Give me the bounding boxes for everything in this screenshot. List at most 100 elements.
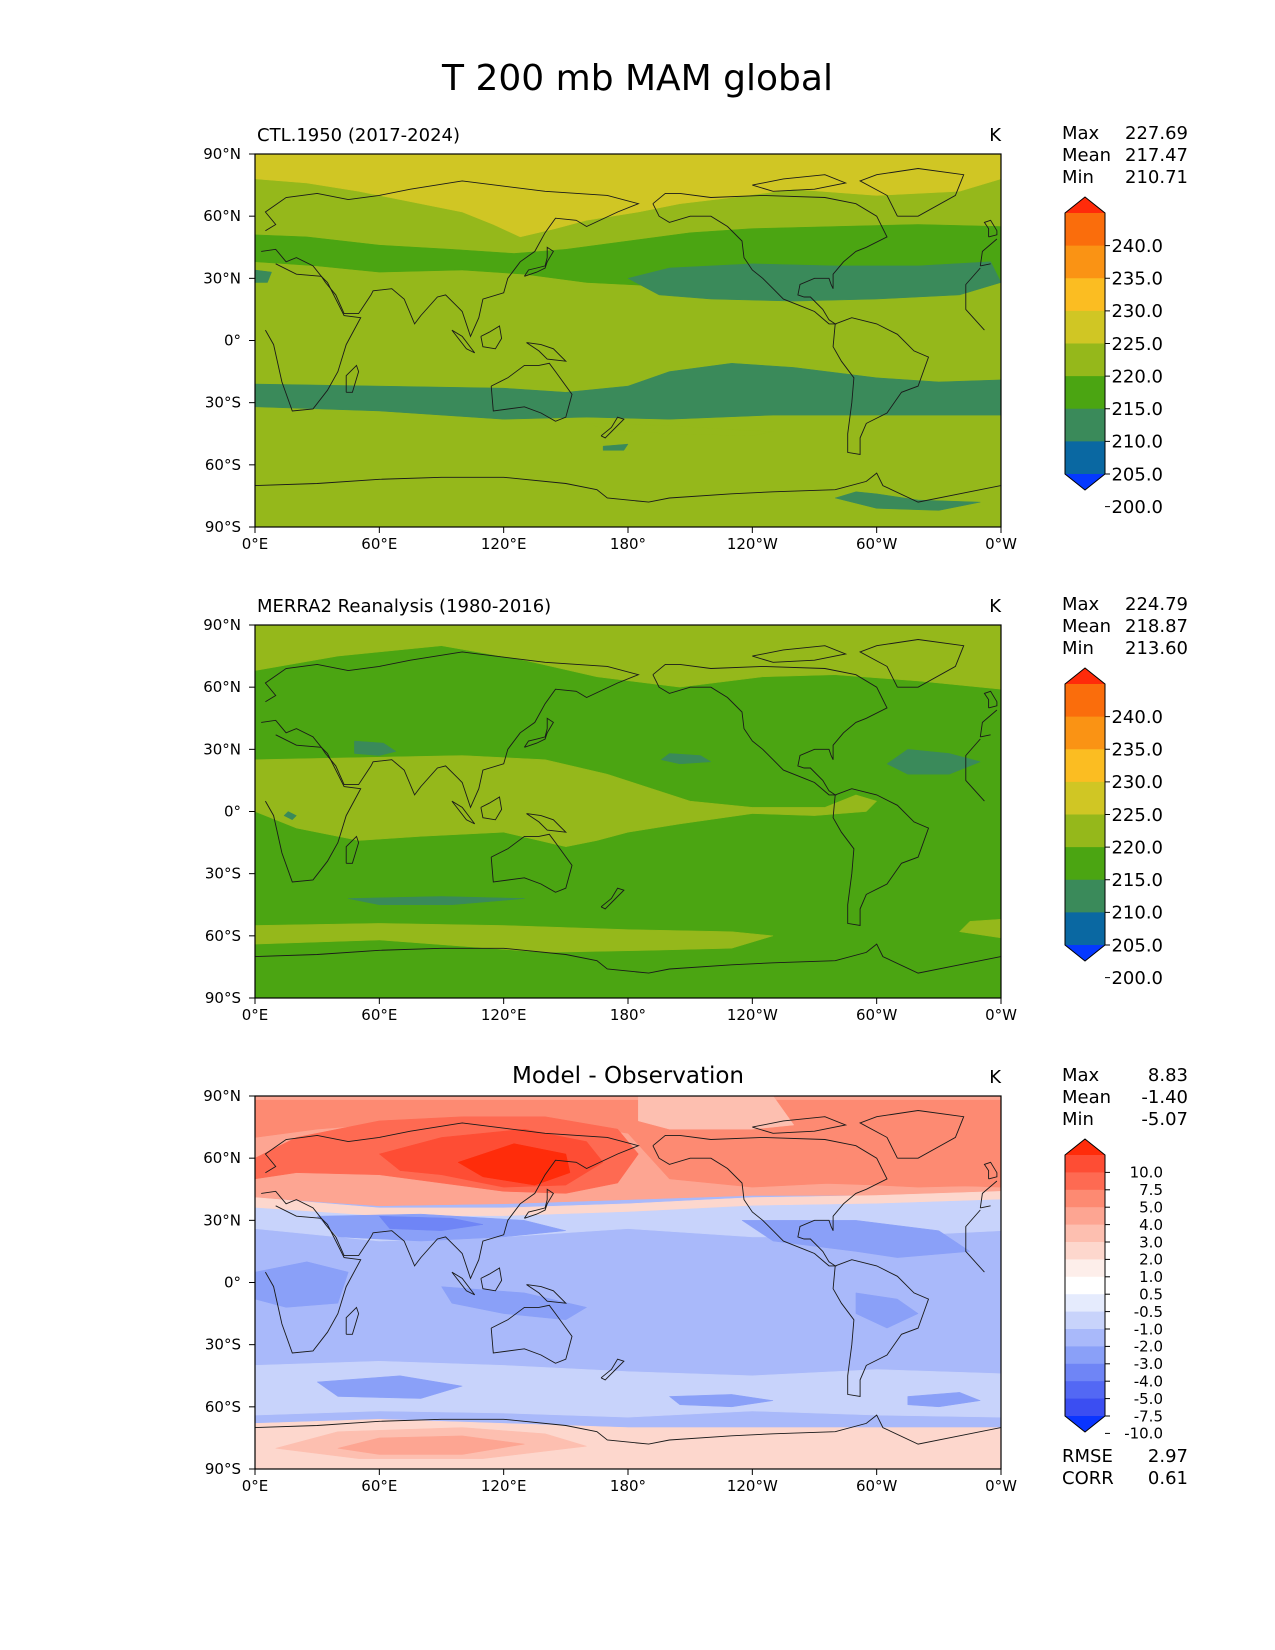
merra2-coastline-borneo	[480, 796, 503, 821]
cb-abs-band	[1065, 879, 1105, 913]
bias-y-tick-label: 0°	[224, 1274, 241, 1292]
ctl-y-tick-label: 0°	[224, 332, 241, 350]
merra2-coastline-antarctica	[255, 943, 1001, 974]
cb-diff-extend-max	[1065, 1139, 1105, 1155]
merra2-coastline-eurasia-2	[980, 734, 991, 738]
bias-coastline-africa-2	[965, 1209, 985, 1273]
cb-diff-band	[1065, 1346, 1105, 1365]
merra2-coastline-arctic-islands	[752, 645, 848, 663]
bias-x-tick-label: 180°	[610, 1477, 646, 1495]
merra2-coastline-new-guinea	[526, 813, 568, 833]
cb-diff-band	[1065, 1363, 1105, 1382]
ctl-region-south-pacific-blob	[586, 423, 774, 437]
cb-abs-tick-label: 225.0	[1111, 334, 1163, 355]
ctl-y-tick-label: 30°S	[205, 394, 241, 412]
ctl-coastline-new-zealand	[600, 416, 625, 439]
cb-abs-extend-max	[1065, 197, 1105, 213]
cb-abs-band	[1065, 781, 1105, 815]
merra2-stat-label: Max	[1062, 594, 1100, 615]
merra2-x-tick-label: 60°W	[856, 1006, 898, 1024]
bias-y-tick-label: 90°N	[203, 1087, 241, 1105]
ctl-x-tick-label: 60°W	[856, 535, 898, 553]
ctl-coastline-eurasia	[979, 238, 998, 266]
cb-abs-band	[1065, 684, 1105, 718]
bias-y-tick-label: 30°S	[205, 1336, 241, 1354]
bias-coastline-north-america	[652, 1134, 888, 1267]
cb-diff-tick-label: -1.0	[1134, 1320, 1163, 1338]
cb-diff-tick-label: -4.0	[1134, 1372, 1163, 1390]
cb-abs-band	[1065, 376, 1105, 410]
panel-merra2-subtitle: MERRA2 Reanalysis (1980-2016)	[257, 596, 551, 617]
ctl-coastline-eurasia-1	[261, 180, 640, 338]
ctl-region-south-midlat-min	[255, 363, 1001, 420]
cb-abs-band	[1065, 310, 1105, 344]
merra2-coastline-australia	[490, 833, 573, 893]
panel-ctl-stats: Max 227.69 Mean 217.47 Min 210.71	[1062, 123, 1188, 188]
cb-abs-tick-label: 215.0	[1111, 399, 1163, 420]
cb-abs-band	[1065, 441, 1105, 475]
merra2-coastline-eurasia	[979, 709, 998, 737]
bias-stat-label: Min	[1062, 1109, 1094, 1130]
cb-abs-band	[1065, 343, 1105, 377]
bias-coastline-eurasia	[979, 1180, 998, 1208]
merra2-region-south-east-band	[959, 919, 1001, 939]
ctl-x-tick-label: 0°E	[242, 535, 269, 553]
merra2-region-tropical-band	[255, 755, 878, 847]
cb-abs-tick-label: 235.0	[1111, 740, 1163, 761]
bias-coastline-madagascar	[345, 1306, 360, 1335]
panel-bias: Model - Observation K 0°E 60°E 120°E 180° 12…	[203, 1063, 1188, 1495]
bias-x-tick-label: 120°E	[481, 1477, 527, 1495]
panel-bias-skill-scores: RMSE 2.97 CORR 0.61	[1062, 1446, 1188, 1489]
ctl-stat-value: 227.69	[1125, 123, 1188, 144]
merra2-stat-label: Mean	[1062, 616, 1111, 637]
cb-diff-band	[1065, 1155, 1105, 1173]
ctl-stat-label: Mean	[1062, 145, 1111, 166]
merra2-region-arctic-band	[255, 625, 1001, 690]
bias-coastline-south-america	[832, 1259, 930, 1398]
ctl-coastline-british-isles	[983, 219, 998, 238]
bias-region-asia-core	[378, 1215, 483, 1231]
cb-abs-band	[1065, 814, 1105, 848]
cb-diff-tick-label: 5.0	[1139, 1198, 1163, 1216]
colorbar-bias: 10.07.55.04.03.02.01.00.5-0.5-1.0-2.0-3.…	[1064, 1138, 1163, 1443]
bias-coastline-arctic-islands	[752, 1116, 848, 1134]
merra2-coastline-madagascar	[345, 835, 360, 864]
panel-merra2-field	[255, 625, 1001, 998]
bias-coastline-new-zealand	[600, 1358, 625, 1381]
cb-abs-tick-label: 210.0	[1111, 432, 1163, 453]
cb-diff-band	[1065, 1224, 1105, 1243]
merra2-coastline-new-zealand	[600, 887, 625, 910]
bias-region-south-atl-cold	[907, 1392, 982, 1408]
merra2-region-south-band	[255, 923, 774, 953]
bias-stat-label: Max	[1062, 1065, 1100, 1086]
cb-abs-tick-label: 205.0	[1111, 935, 1163, 956]
merra2-coastline-japan	[524, 717, 555, 748]
bias-stat-value: -5.07	[1141, 1109, 1188, 1130]
merra2-x-tick-label: 0°W	[985, 1006, 1017, 1024]
cb-diff-band	[1065, 1398, 1105, 1417]
merra2-y-tick-label: 30°N	[203, 740, 241, 758]
merra2-y-tick-label: 0°	[224, 803, 241, 821]
cb-diff-tick-label: -5.0	[1134, 1390, 1163, 1408]
cb-abs-band	[1065, 213, 1105, 247]
bias-region-siberia-peak	[457, 1143, 571, 1186]
cb-diff-tick-label: 1.0	[1139, 1268, 1163, 1286]
cb-abs-tick-label: 230.0	[1111, 772, 1163, 793]
bias-region-south-cold-band	[255, 1360, 1001, 1418]
panel-ctl-field	[255, 154, 1001, 527]
bias-y-tick-label: 90°S	[205, 1460, 241, 1478]
bias-region-africa-cold	[255, 1261, 349, 1308]
cb-abs-band	[1065, 749, 1105, 783]
ctl-coastline-madagascar	[345, 364, 360, 393]
ctl-coastline-new-guinea	[526, 342, 568, 362]
panel-merra2-stats: Max 224.79 Mean 218.87 Min 213.60	[1062, 594, 1188, 659]
merra2-coastline-sumatra-borneo	[451, 800, 476, 825]
merra2-y-tick-label: 60°S	[205, 927, 241, 945]
merra2-x-tick-label: 0°E	[242, 1006, 269, 1024]
ctl-y-tick-label: 30°N	[203, 269, 241, 287]
bias-y-tick-label: 30°N	[203, 1211, 241, 1229]
ctl-coastline-africa-2	[965, 267, 985, 331]
bias-score-label: RMSE	[1062, 1446, 1113, 1467]
cb-abs-band	[1065, 245, 1105, 279]
cb-diff-band	[1065, 1294, 1105, 1312]
